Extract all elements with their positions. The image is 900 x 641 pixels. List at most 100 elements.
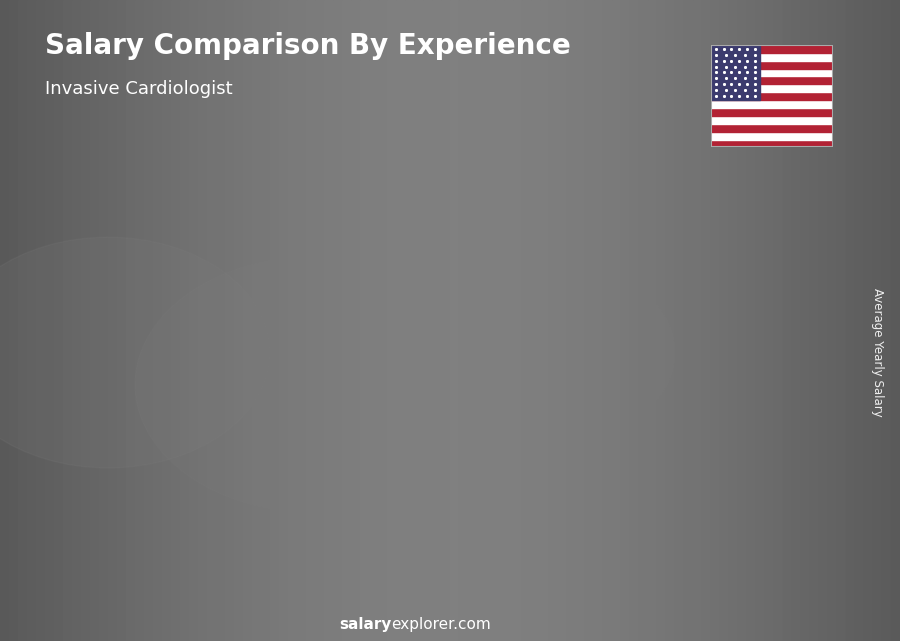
Polygon shape [689,231,777,241]
Bar [441,0,450,641]
Bar [639,0,648,641]
Bar [225,0,234,641]
Bar [378,0,387,641]
Polygon shape [197,409,207,558]
Bar [171,0,180,641]
Bar [702,0,711,641]
Text: +9%: +9% [525,186,572,205]
Bar [27,0,36,641]
Bar [243,0,252,641]
Circle shape [405,256,675,449]
Bar [549,0,558,641]
Bar [63,0,72,641]
Text: +22%: +22% [395,210,455,229]
Bar [666,0,675,641]
Bar [72,0,81,641]
Polygon shape [566,265,643,558]
Bar [315,0,324,641]
Bar [657,0,666,641]
Bar [711,108,832,116]
Polygon shape [689,241,699,558]
Bar [792,0,801,641]
Bar [9,0,18,641]
Bar [504,0,513,641]
Bar [711,140,832,147]
Bar [189,0,198,641]
Bar [513,0,522,641]
Bar [360,0,369,641]
Polygon shape [444,279,530,289]
Bar [603,0,612,641]
Bar [801,0,810,641]
Bar [216,0,225,641]
Text: +34%: +34% [149,329,210,349]
Bar [234,0,243,641]
Polygon shape [75,446,85,558]
Polygon shape [197,399,284,409]
Text: 281,000 USD: 281,000 USD [195,378,283,392]
Bar [756,0,765,641]
Bar [891,0,900,641]
Bar [711,69,832,76]
Text: explorer.com: explorer.com [392,617,491,633]
Bar [630,0,639,641]
Bar [387,0,396,641]
Bar [819,0,828,641]
Text: 552,000 USD: 552,000 USD [564,235,652,247]
Text: 507,000 USD: 507,000 USD [441,258,528,272]
Bar [261,0,270,641]
Bar [882,0,891,641]
Bar [18,0,27,641]
Bar [270,0,279,641]
Bar [810,0,819,641]
Bar [855,0,864,641]
Bar [432,0,441,641]
Bar [342,0,351,641]
Bar [738,0,747,641]
Bar [711,124,832,131]
Text: Average Yearly Salary: Average Yearly Salary [871,288,884,417]
Bar [450,0,459,641]
Text: Salary Comparison By Experience: Salary Comparison By Experience [45,32,571,60]
Bar [522,0,531,641]
Bar [297,0,306,641]
Bar [135,0,144,641]
Bar [540,0,549,641]
Bar [198,0,207,641]
Bar [711,0,720,641]
Bar [837,0,846,641]
Polygon shape [519,279,530,558]
Bar [81,0,90,641]
Bar [711,45,832,53]
Bar [396,0,405,641]
Text: 598,000 USD: 598,000 USD [687,210,774,223]
Bar [306,0,315,641]
Bar [423,0,432,641]
Circle shape [135,256,495,513]
Bar [684,0,693,641]
Text: Invasive Cardiologist: Invasive Cardiologist [45,80,232,98]
Bar [162,0,171,641]
Bar [468,0,477,641]
Bar [405,0,414,641]
Bar [459,0,468,641]
Bar [531,0,540,641]
Bar [207,0,216,641]
Polygon shape [75,437,162,446]
Polygon shape [765,231,777,558]
Bar [585,0,594,641]
Bar [333,0,342,641]
Polygon shape [320,337,330,558]
Text: +48%: +48% [273,258,333,277]
Bar [45,0,54,641]
Polygon shape [150,437,162,558]
Bar [99,0,108,641]
Polygon shape [643,256,653,558]
Bar [144,0,153,641]
Bar [711,100,832,108]
Bar [765,0,774,641]
Bar [252,0,261,641]
Bar [711,92,832,100]
Polygon shape [444,289,454,558]
Bar [711,85,832,92]
